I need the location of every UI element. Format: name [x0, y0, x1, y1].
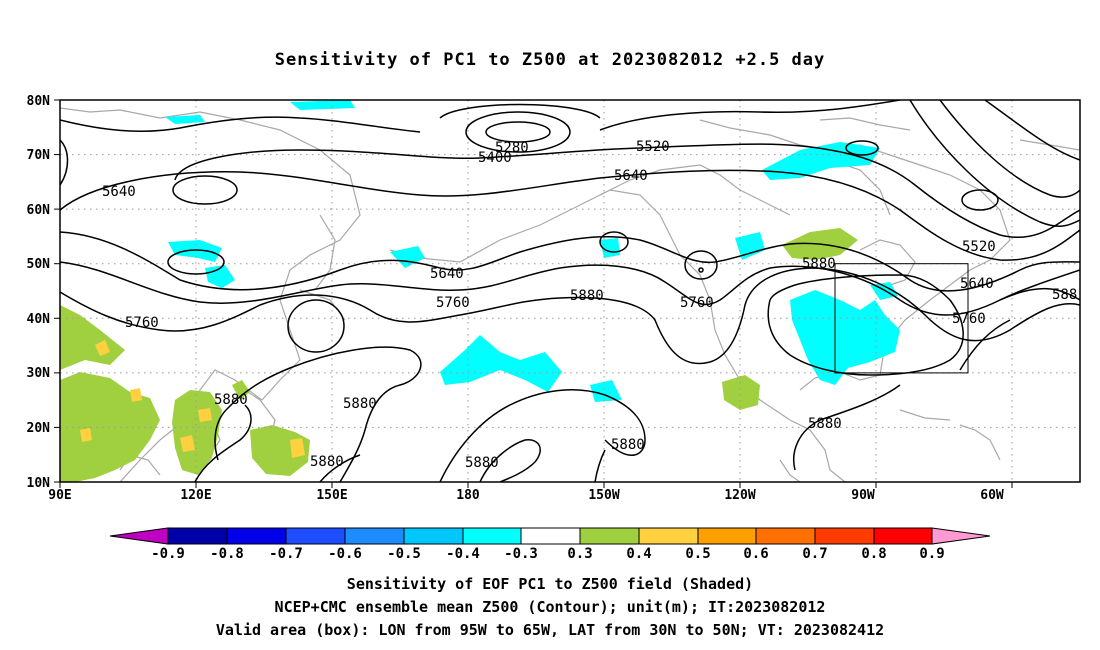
lon-label: 180 — [456, 488, 480, 503]
lat-label: 20N — [27, 421, 51, 436]
contour-label: 5760 — [680, 295, 714, 311]
coastlines — [60, 107, 1080, 482]
colorbar-cell — [579, 527, 640, 545]
colorbar-cell — [462, 527, 522, 545]
contour-label: 5640 — [960, 276, 994, 292]
lon-label: 60W — [980, 488, 1004, 503]
colorbar-labels: -0.9 -0.8 -0.7 -0.6 -0.5 -0.4 -0.3 0.3 0… — [151, 546, 945, 562]
colorbar-label: 0.4 — [626, 546, 651, 562]
colorbar-cell — [697, 527, 757, 545]
colorbar-cell — [109, 527, 169, 545]
contour-label: 5400 — [478, 150, 512, 166]
lon-label: 150W — [588, 488, 619, 503]
lon-axis-labels: 90E 120E 150E 180 150W 120W 90W 60W — [48, 488, 1004, 503]
colorbar-cell — [755, 527, 816, 545]
colorbar-cell — [167, 527, 228, 545]
contour-label: 5880 — [611, 437, 645, 453]
plot-frame — [59, 99, 1081, 483]
caption-contour: NCEP+CMC ensemble mean Z500 (Contour); u… — [274, 598, 826, 616]
contour-label: 5880 — [570, 288, 604, 304]
colorbar-cell — [638, 527, 699, 545]
colorbar-cell — [344, 527, 405, 545]
contour-label: 5880 — [808, 416, 842, 432]
colorbar-cell — [873, 527, 933, 545]
lat-label: 40N — [27, 312, 51, 327]
colorbar-label: -0.6 — [328, 546, 362, 562]
lon-label: 150E — [316, 488, 347, 503]
contour-label: 5640 — [430, 266, 464, 282]
contour-label: 5760 — [952, 311, 986, 327]
positive-sensitivity-shading — [60, 228, 858, 482]
plot-title: Sensitivity of PC1 to Z500 at 2023082012… — [274, 50, 826, 70]
colorbar-label: 0.6 — [743, 546, 768, 562]
lat-axis-labels: 80N 70N 60N 50N 40N 30N 20N 10N — [27, 94, 51, 491]
contour-label: 5880 — [214, 392, 248, 408]
contour-label: 5880 — [802, 256, 836, 272]
contour-label: 5640 — [614, 168, 648, 184]
colorbar-label: -0.3 — [504, 546, 538, 562]
contour-label: 5880 — [343, 396, 377, 412]
contour-label: 5520 — [636, 139, 670, 155]
negative-sensitivity-shading — [165, 100, 900, 402]
contour-label: 5280 — [495, 140, 529, 156]
lon-label: 120E — [180, 488, 211, 503]
colorbar-label: 0.8 — [861, 546, 886, 562]
z500-contours — [60, 100, 1080, 482]
colorbar — [109, 527, 991, 545]
colorbar-cell — [226, 527, 287, 545]
colorbar-label: -0.5 — [387, 546, 421, 562]
contour-label: 5880 — [310, 454, 344, 470]
lat-label: 70N — [27, 148, 51, 163]
lat-label: 80N — [27, 94, 51, 109]
valid-area-box — [834, 263, 969, 374]
lat-label: 30N — [27, 366, 51, 381]
colorbar-cell — [931, 527, 991, 545]
lat-label: 10N — [27, 476, 51, 491]
contour-label: 5760 — [436, 295, 470, 311]
colorbar-cell — [814, 527, 875, 545]
contour-label: 5640 — [102, 184, 136, 200]
caption-shaded: Sensitivity of EOF PC1 to Z500 field (Sh… — [346, 575, 754, 593]
colorbar-label: 0.3 — [567, 546, 592, 562]
contour-label: 588 — [1052, 287, 1077, 303]
contour-label: 5760 — [125, 315, 159, 331]
colorbar-label: -0.4 — [446, 546, 480, 562]
colorbar-label: -0.7 — [269, 546, 303, 562]
tick-marks — [54, 99, 1013, 488]
contour-label: 5880 — [465, 455, 499, 471]
colorbar-cell — [520, 527, 581, 545]
colorbar-cell — [285, 527, 346, 545]
colorbar-label: -0.8 — [210, 546, 244, 562]
colorbar-label: 0.7 — [802, 546, 827, 562]
contour-labels: 5280 5400 5520 5640 5640 5640 5760 5760 … — [102, 139, 1077, 471]
lon-label: 90W — [851, 488, 875, 503]
lat-label: 50N — [27, 257, 51, 272]
lon-label: 90E — [48, 488, 71, 503]
colorbar-label: 0.9 — [919, 546, 944, 562]
caption-valid-area: Valid area (box): LON from 95W to 65W, L… — [215, 621, 885, 639]
colorbar-cell — [403, 527, 464, 545]
lat-label: 60N — [27, 203, 51, 218]
lon-label: 120W — [724, 488, 755, 503]
colorbar-label: 0.5 — [685, 546, 710, 562]
gridlines — [60, 100, 1080, 482]
contour-label: 5520 — [962, 239, 996, 255]
colorbar-label: -0.9 — [151, 546, 185, 562]
